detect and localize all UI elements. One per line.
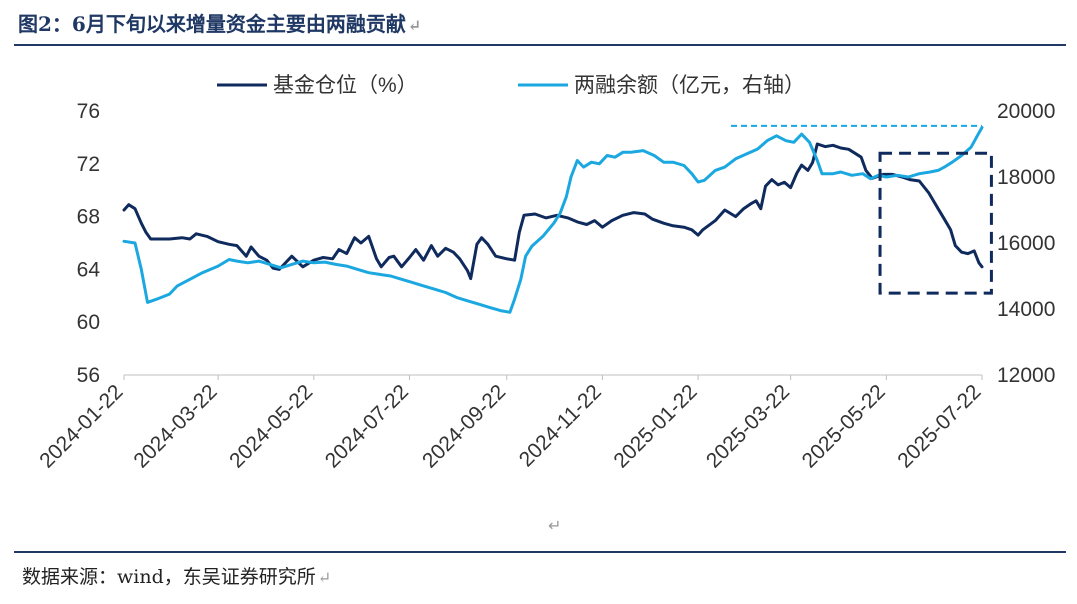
y-right-tick-label: 18000 xyxy=(997,166,1055,189)
y-right-tick-label: 14000 xyxy=(997,298,1055,321)
legend: 基金仓位（%） 两融余额（亿元，右轴） xyxy=(217,74,805,97)
x-tick-label: 2024-03-22 xyxy=(129,380,221,472)
y-left-tick-label: 56 xyxy=(77,364,100,387)
figure-title: 图2：6月下旬以来增量资金主要由两融贡献 ↵ xyxy=(18,12,422,36)
x-tick-label: 2025-03-22 xyxy=(702,380,794,472)
series-group xyxy=(122,126,984,314)
y-left-tick-label: 76 xyxy=(77,100,100,123)
y-left-tick-label: 60 xyxy=(77,311,100,334)
y-right-tick-label: 16000 xyxy=(997,232,1055,255)
return-mark-icon: ↵ xyxy=(548,516,562,535)
title-rule xyxy=(14,44,1066,46)
x-tick-label: 2024-09-22 xyxy=(418,380,510,472)
y-right-tick-label: 12000 xyxy=(997,364,1055,387)
y-left-tick-label: 72 xyxy=(77,153,100,176)
x-tick-label: 2024-07-22 xyxy=(321,380,413,472)
margin-balance-line xyxy=(122,126,984,314)
highlight-box xyxy=(878,151,993,295)
legend-item-fund-position: 基金仓位（%） xyxy=(217,74,418,97)
legend-item-margin-balance: 两融余额（亿元，右轴） xyxy=(518,74,805,97)
source-note: 数据来源：wind，东吴证券研究所 ↵ xyxy=(22,566,332,588)
y-right-tick-label: 20000 xyxy=(997,100,1055,123)
y-left-tick-label: 64 xyxy=(77,258,101,281)
x-axis: 2024-01-22 2024-03-22 2024-05-22 2024-07-22… xyxy=(35,374,986,472)
x-tick-label: 2025-05-22 xyxy=(798,380,890,472)
y-left-tick-label: 68 xyxy=(77,206,100,229)
x-tick-label: 2025-01-22 xyxy=(609,380,701,472)
annotations xyxy=(731,124,993,295)
return-mark-icon: ↵ xyxy=(317,568,332,587)
y-axis-left: 56 60 64 68 72 76 xyxy=(77,100,101,387)
return-mark-icon: ↵ xyxy=(407,16,422,35)
x-tick-label: 2024-11-22 xyxy=(515,380,606,471)
chart: 基金仓位（%） 两融余额（亿元，右轴） 56 60 64 68 72 76 12000 140… xyxy=(35,74,1055,472)
x-tick-label: 2024-05-22 xyxy=(225,380,317,472)
legend-label: 基金仓位（%） xyxy=(273,74,418,97)
x-tick-label: 2025-07-22 xyxy=(893,380,985,472)
fund-position-line xyxy=(122,142,984,281)
source-rule xyxy=(14,551,1066,553)
y-axis-right: 12000 14000 16000 18000 20000 xyxy=(997,100,1055,387)
x-tick-label: 2024-01-22 xyxy=(35,380,127,472)
legend-label: 两融余额（亿元，右轴） xyxy=(574,74,805,97)
